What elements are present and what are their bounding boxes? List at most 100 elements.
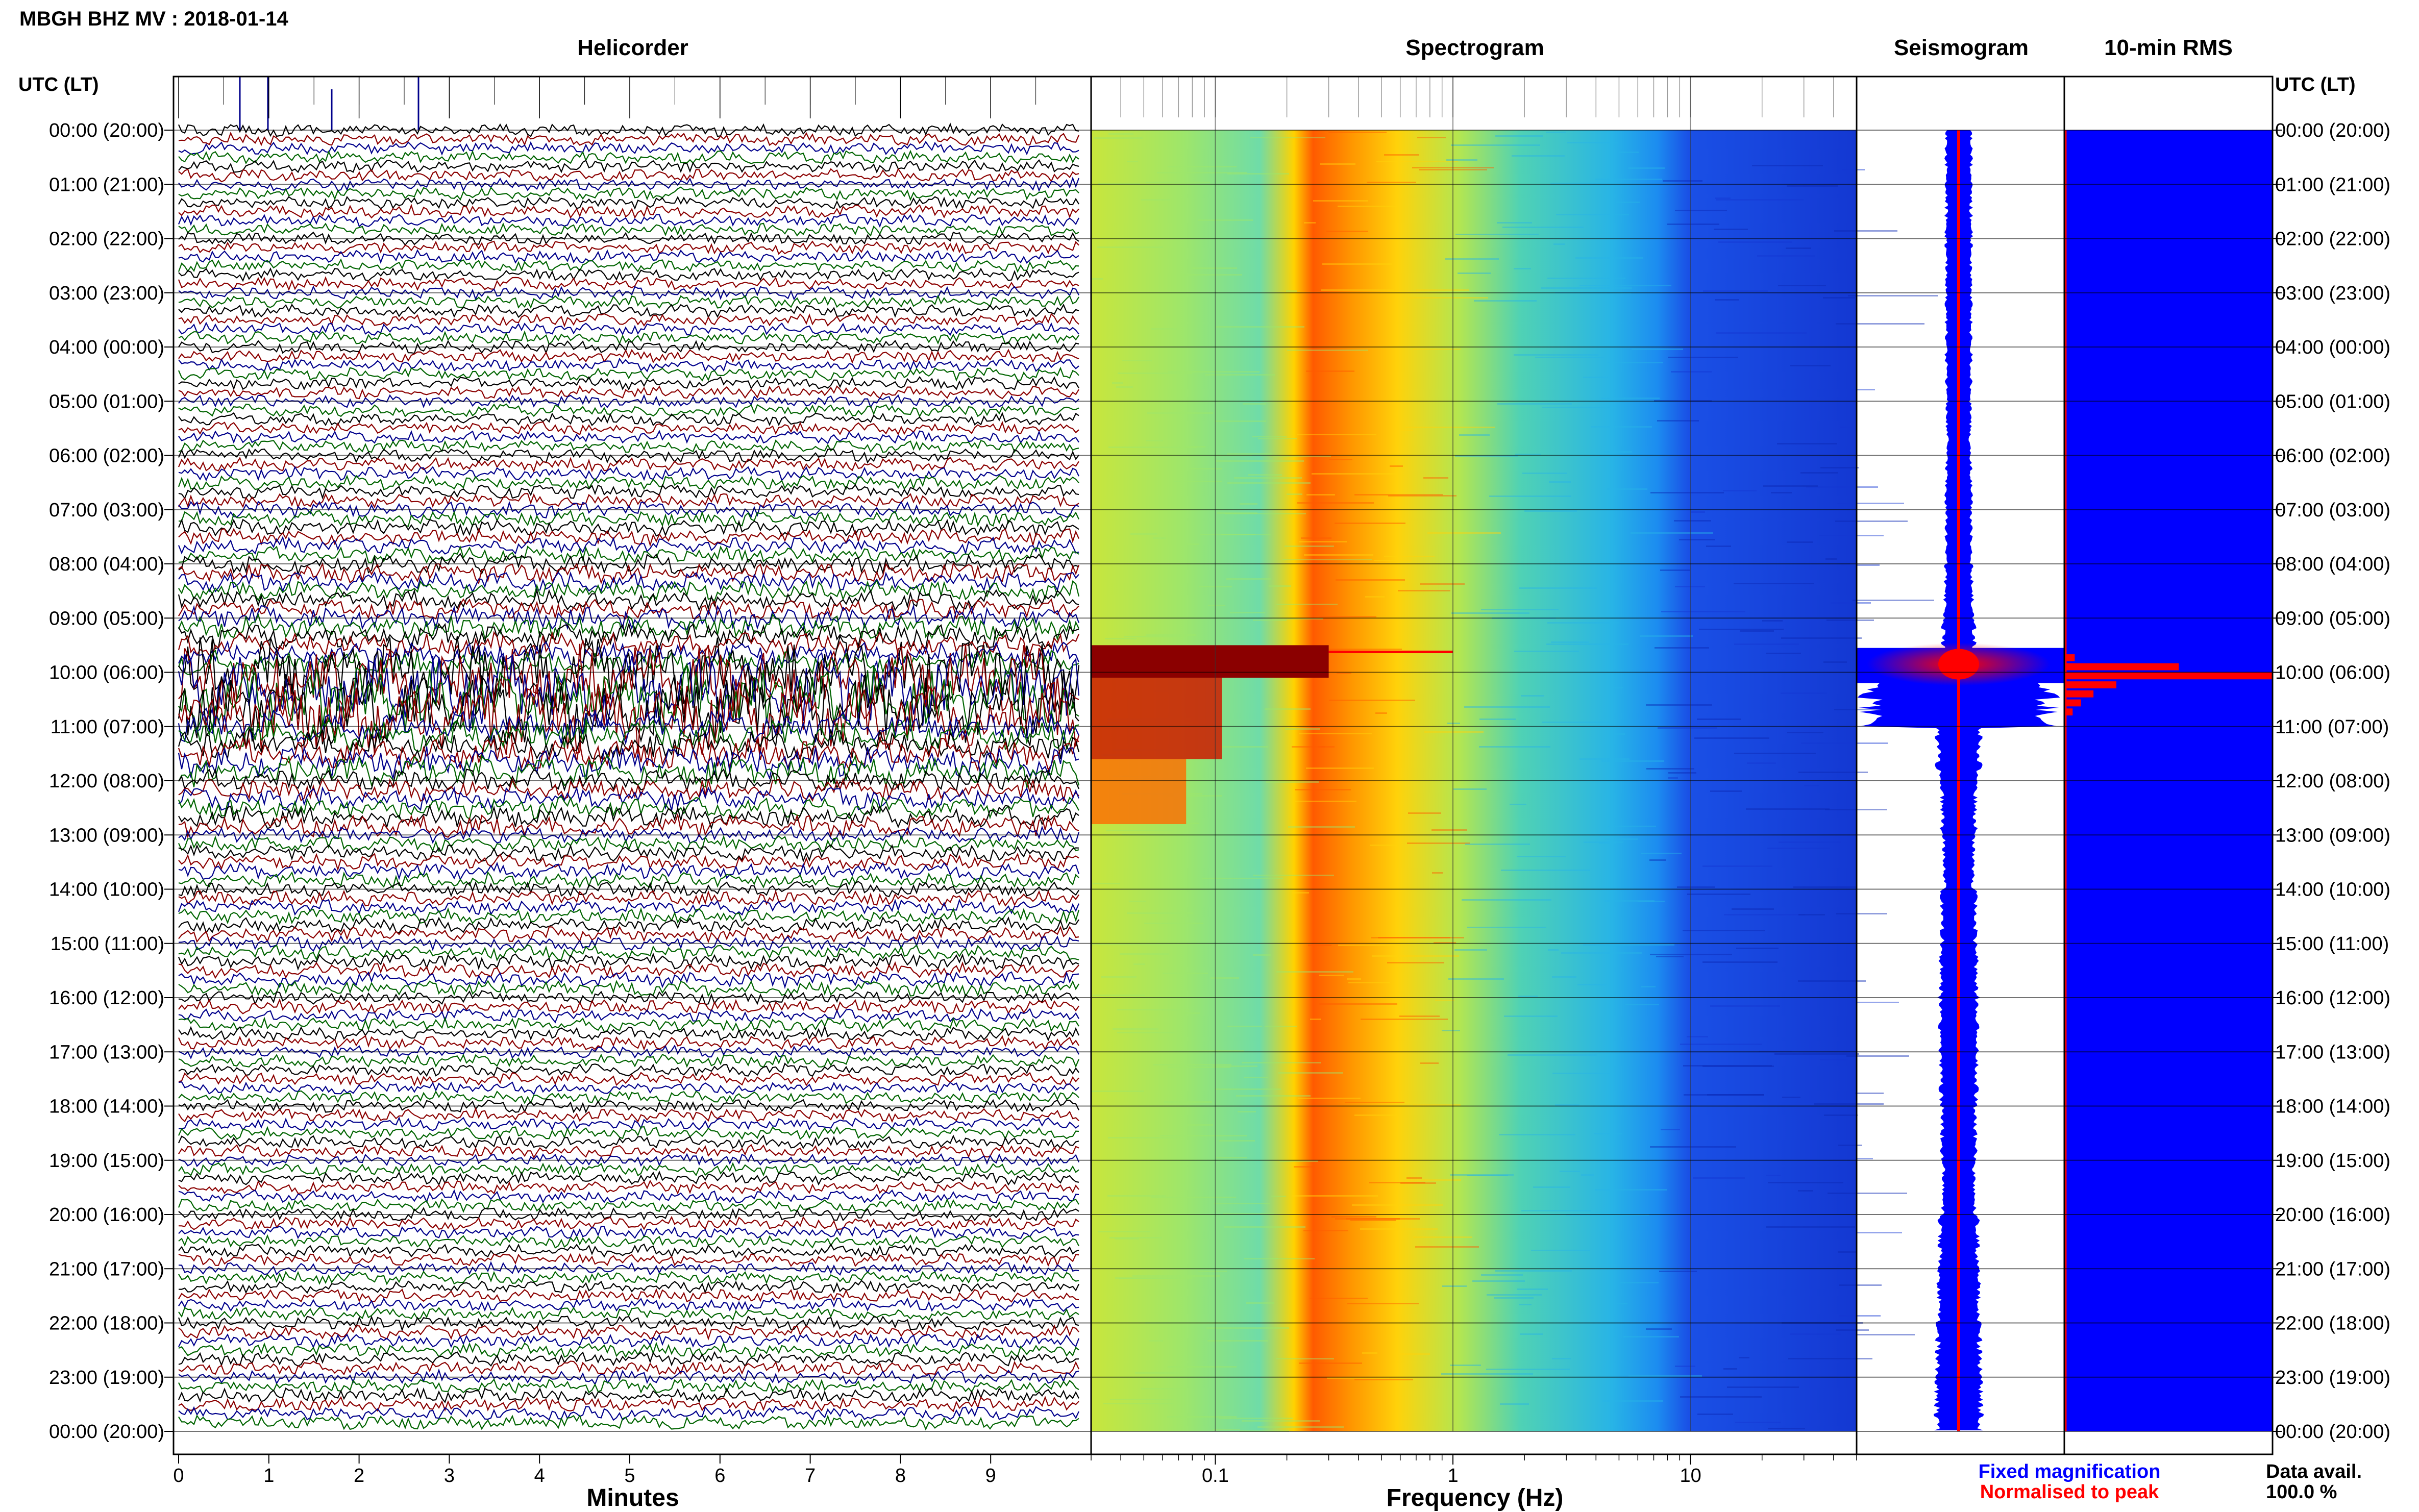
spectrogram-streak [1248,474,1282,476]
helicorder-trace [178,728,1080,762]
spectrogram-streak [1584,841,1623,843]
right-time-axis: 00:00 (20:00) 01:00 (21:00) 02:00 (22:00) 0… [2275,120,2390,1443]
spectrogram-streak [1387,962,1444,963]
spectrogram-streak [1288,826,1355,828]
spectrogram-streak [1174,481,1222,482]
helicorder-trace [178,631,1080,660]
spectrogram-streak [1375,712,1387,714]
spectrogram-streak [1508,1054,1597,1056]
spectrogram-streak [1575,257,1643,259]
spectrogram-streak [1716,199,1804,201]
spectrogram-streak [1371,937,1450,938]
spectrogram-streak [1577,984,1607,985]
spectrogram-streak [1826,619,1874,621]
spectrogram-streak [1734,583,1814,584]
spectrogram-streak [1724,914,1805,915]
spectrogram-streak [1675,586,1705,587]
spectrogram-streak [1319,616,1376,617]
helicorder-trace [178,579,1080,603]
spectrogram-streak [1474,300,1537,302]
spectrogram-streak [1766,653,1801,654]
y-tick-label: 10:00 (06:00) [2275,662,2390,684]
spectrogram-streak [1384,556,1435,557]
spectrogram-streak [1346,1218,1420,1220]
helicorder-trace [178,456,1079,473]
helicorder-trace [178,475,1079,490]
spectrogram-streak [1619,152,1639,153]
helicorder-trace [178,420,1079,436]
spectrogram-streak [1657,420,1699,422]
helicorder-trace [178,1035,1079,1051]
spectrogram-streak [1287,350,1368,351]
spectrogram-streak [1767,848,1830,849]
spectrogram-streak [1515,454,1541,455]
spectrogram-streak [1265,1026,1297,1027]
spectrogram-streak [1820,467,1859,468]
helicorder-trace [178,330,1079,345]
spectrogram-streak [1779,841,1841,843]
spectrogram-streak [1427,532,1501,534]
y-tick-label: 21:00 (17:00) [2275,1258,2390,1280]
spectrogram-streak [1270,1258,1315,1259]
spectrogram-streak [1271,1196,1286,1197]
spectrogram-streak [1595,1189,1667,1191]
spectrogram-streak [1605,838,1638,840]
spectrogram-streak [1250,137,1325,138]
legend-fixed-magnification: Fixed magnification [1979,1461,2161,1482]
spectrogram-streak [1521,1210,1591,1211]
spectrogram-streak [1680,1396,1762,1398]
helicorder-trace [178,907,1080,925]
spectrogram-streak [1186,543,1199,545]
spectrogram-streak [1304,554,1373,556]
y-tick-label: 13:00 (09:00) [49,825,164,846]
y-tick-label: 10:00 (06:00) [49,662,164,684]
spectrogram-streak [1834,230,1897,232]
spectrogram-streak [1467,1175,1508,1176]
spectrogram-streak [1661,1129,1680,1130]
helicorder-trace [178,754,1080,790]
hour-gridlines [164,130,2282,1432]
spectrogram-streak [1501,870,1590,871]
x-tick-label: 0 [173,1465,184,1486]
spectrogram-streak [1798,980,1866,982]
spectrogram-streak [1354,1114,1399,1116]
helicorder-trace [178,465,1079,482]
spectrogram-streak [1240,503,1257,505]
spectrogram-streak [1211,977,1239,979]
spectrogram-streak [1702,865,1772,867]
helicorder-trace [178,357,1079,373]
helicorder-trace [179,1279,1079,1295]
spectrogram-streak [1855,389,1875,390]
spectrogram-streak [1354,494,1443,495]
spectrogram-streak [1520,1333,1543,1335]
helicorder-trace [178,339,1079,355]
spectrogram-streak [1524,510,1577,512]
helicorder-trace [178,376,1079,391]
helicorder-trace [178,1179,1079,1195]
spectrogram-streak [1734,643,1799,645]
spectrogram-streak [1732,908,1774,910]
y-tick-label: 02:00 (22:00) [2275,229,2390,250]
spectrogram-streak [1804,785,1819,786]
helicorder-trace [178,394,1079,409]
spectrogram-streak [1227,173,1289,175]
spectrogram-streak [1458,272,1491,274]
helicorder-trace [178,448,1079,464]
spectrogram-streak [1687,894,1750,895]
spectrogram-image [1091,77,1938,1432]
spectrogram-streak [1836,913,1887,914]
spectrogram-streak [1398,590,1450,591]
spectrogram-streak [1451,144,1540,146]
spectrogram-streak [1658,727,1717,729]
y-tick-label: 07:00 (03:00) [49,500,164,521]
spectrogram-streak [1092,944,1180,945]
spectrogram-streak [1091,278,1103,280]
spectrogram-streak [1153,537,1166,539]
spectrogram-streak [1800,472,1838,474]
spectrogram-streak [1151,1197,1236,1198]
helicorder-trace [178,1315,1079,1332]
spectrogram-streak [1301,537,1331,539]
helicorder-trace [178,285,1079,301]
rms-bar [2064,654,2075,661]
spectrogram-streak [1336,579,1405,581]
